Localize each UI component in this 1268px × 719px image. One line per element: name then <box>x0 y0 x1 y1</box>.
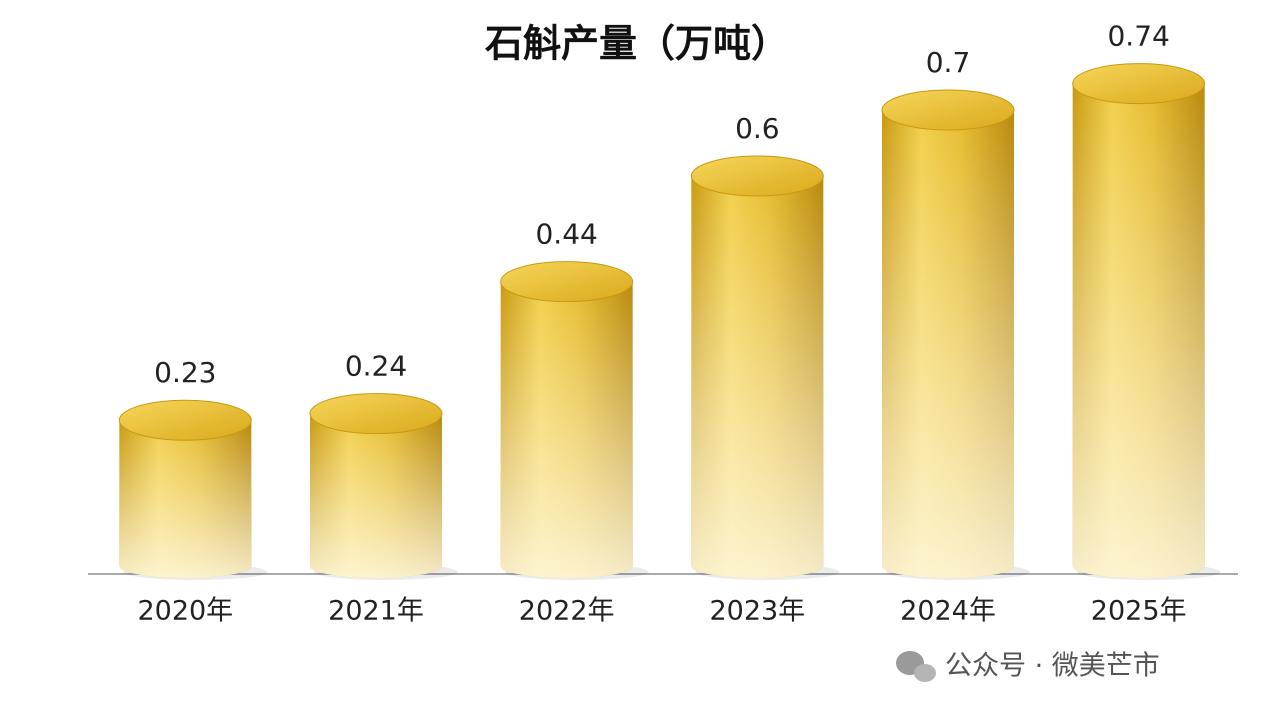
x-tick-label: 2025年 <box>1091 596 1187 627</box>
bar-shade <box>310 413 442 578</box>
wechat-icon <box>914 664 936 682</box>
x-tick-label: 2020年 <box>137 596 233 627</box>
bar-top <box>118 399 252 441</box>
value-label: 0.74 <box>1107 20 1169 53</box>
x-tick-label: 2023年 <box>709 596 805 627</box>
chart-title: 石斛产量（万吨） <box>485 22 789 66</box>
x-tick-label: 2022年 <box>519 596 615 627</box>
bar-top <box>690 155 824 197</box>
watermark-text: 公众号 · 微美芒市 <box>945 651 1160 682</box>
x-tick-label: 2024年 <box>900 596 996 627</box>
bar-shade <box>1072 83 1205 578</box>
bar-shade <box>691 176 824 578</box>
bar-shade <box>119 420 252 578</box>
value-label: 0.24 <box>345 350 407 383</box>
watermark: 公众号 · 微美芒市 <box>896 651 1160 682</box>
bar-shade <box>882 110 1014 578</box>
value-label: 0.23 <box>154 356 216 389</box>
value-label: 0.7 <box>926 46 971 79</box>
bar-top <box>1072 63 1206 105</box>
bar-shade <box>500 281 633 578</box>
x-tick-label: 2021年 <box>328 596 424 627</box>
bar-top <box>309 393 443 435</box>
value-label: 0.6 <box>735 112 780 145</box>
bar-top <box>881 89 1015 131</box>
value-label: 0.44 <box>535 218 597 251</box>
bar-top <box>500 261 634 303</box>
